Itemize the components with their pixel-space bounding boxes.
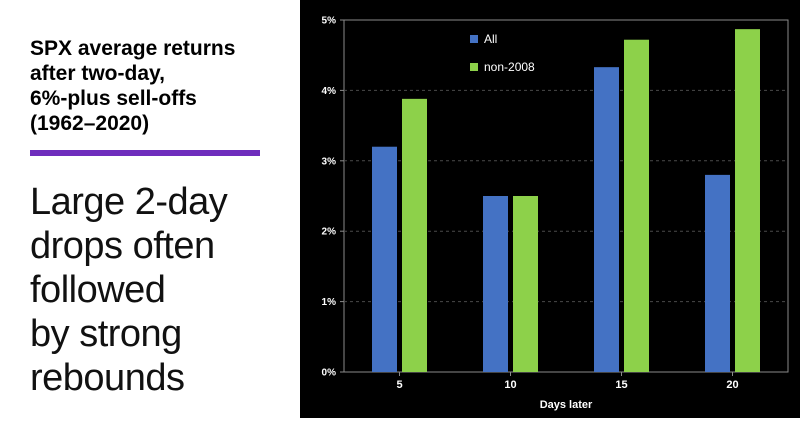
bar-non-2008-15 xyxy=(624,39,649,372)
x-tick-label: 10 xyxy=(504,379,516,391)
heading-line-2: after two-day, xyxy=(30,62,165,85)
bar-non-2008-20 xyxy=(735,29,760,372)
bar-chart: 0% 1% 2% 3% 4% 5% 5 10 15 20 Days later All non-2… xyxy=(300,0,800,418)
bar-all-20 xyxy=(705,174,730,372)
accent-divider xyxy=(30,150,260,156)
bars xyxy=(372,29,760,373)
y-tick-label: 1% xyxy=(322,297,337,308)
legend-label: All xyxy=(484,32,497,46)
heading-line-3: 6%-plus sell-offs xyxy=(30,87,197,110)
bar-all-5 xyxy=(372,146,397,372)
bar-non-2008-10 xyxy=(513,196,538,372)
y-tick-label: 4% xyxy=(322,86,337,97)
legend-swatch xyxy=(470,63,478,71)
chart-panel: 0% 1% 2% 3% 4% 5% 5 10 15 20 Days later All non-2… xyxy=(300,0,800,418)
x-tick-label: 5 xyxy=(396,379,402,391)
x-tick-label: 15 xyxy=(615,379,627,391)
y-tick-label: 2% xyxy=(322,227,337,238)
x-axis: 5 10 15 20 xyxy=(396,372,739,391)
x-tick-label: 20 xyxy=(726,379,738,391)
legend-label: non-2008 xyxy=(484,60,535,74)
heading-line-4: (1962–2020) xyxy=(30,112,150,135)
y-tick-label: 0% xyxy=(322,368,337,379)
x-axis-title: Days later xyxy=(540,399,593,411)
tagline-line-1: Large 2-day xyxy=(30,181,228,223)
y-tick-label: 5% xyxy=(322,16,337,27)
y-tick-label: 3% xyxy=(322,156,337,167)
tagline-line-2: drops often xyxy=(30,225,215,267)
heading-line-1: SPX average returns xyxy=(30,37,236,60)
tagline-line-3: followed xyxy=(30,269,166,311)
legend: All non-2008 xyxy=(470,32,535,74)
bar-all-15 xyxy=(594,67,619,372)
bar-non-2008-5 xyxy=(402,98,427,373)
tagline-line-5: rebounds xyxy=(30,357,185,399)
legend-swatch xyxy=(470,35,478,43)
tagline-line-4: by strong xyxy=(30,313,182,355)
bar-all-10 xyxy=(483,196,508,372)
chart-heading: SPX average returns after two-day, 6%-pl… xyxy=(30,36,292,136)
tagline: Large 2-day drops often followed by stro… xyxy=(30,180,298,400)
y-axis: 0% 1% 2% 3% 4% 5% xyxy=(322,16,344,379)
left-text-panel: SPX average returns after two-day, 6%-pl… xyxy=(0,0,300,418)
